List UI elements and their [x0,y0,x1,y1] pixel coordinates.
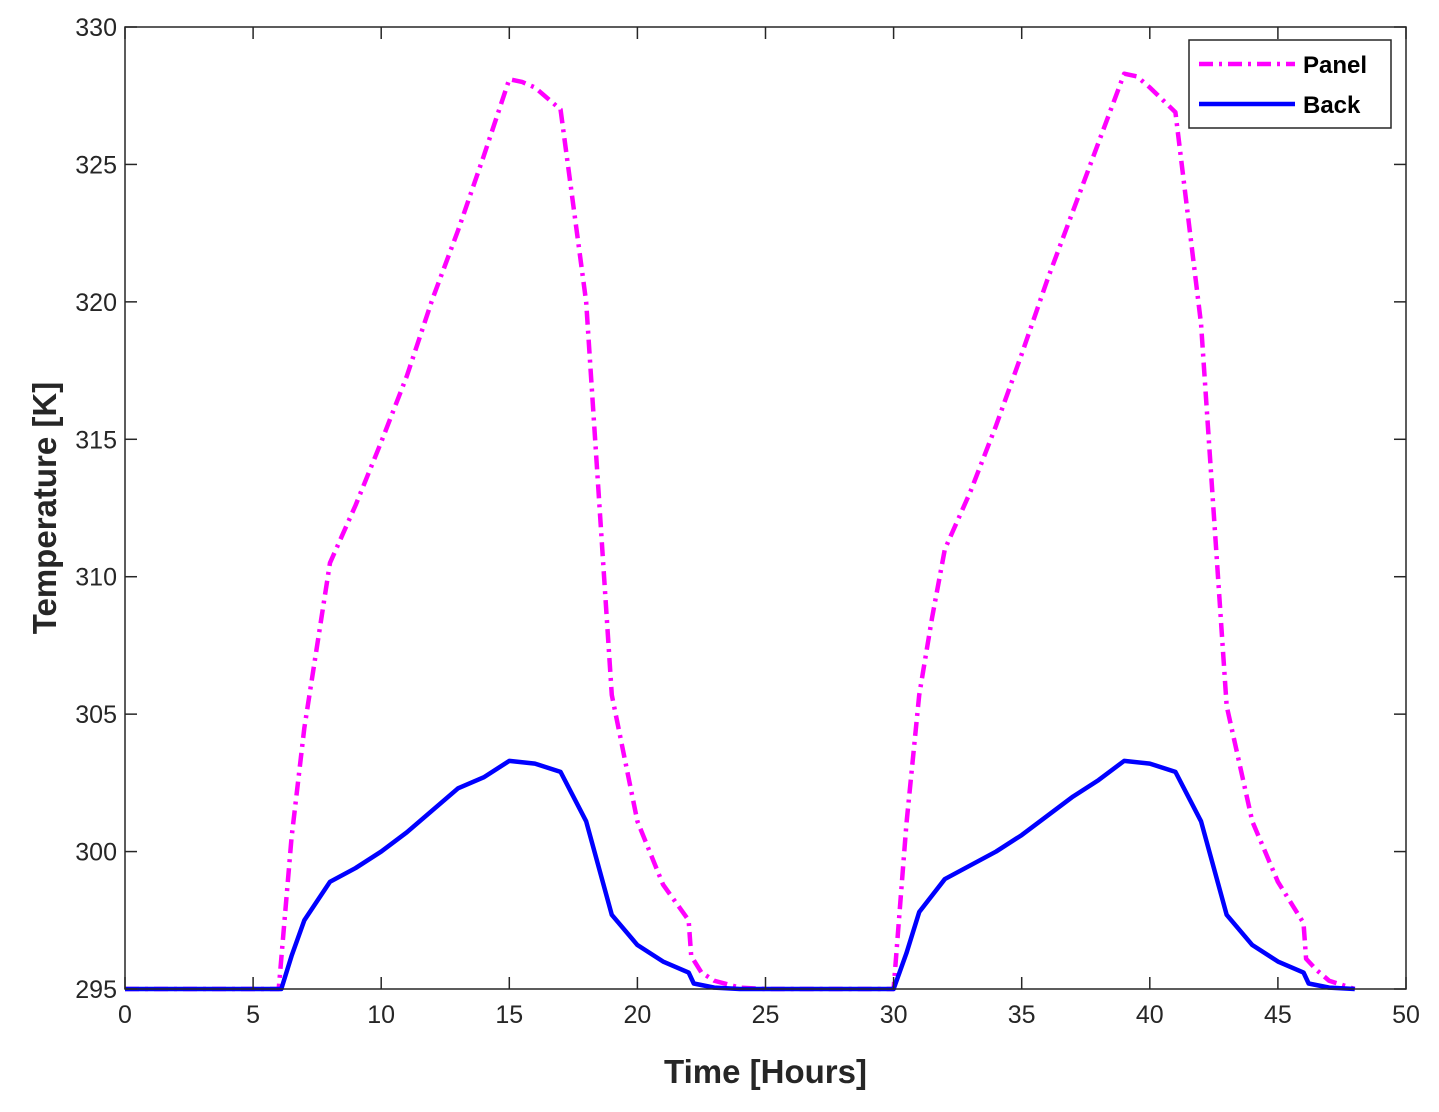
legend-label-back: Back [1303,92,1361,119]
y-tick-label: 295 [75,976,117,1004]
x-tick-label: 40 [1136,1001,1164,1029]
y-tick-label: 315 [75,426,117,454]
plot-frame [124,26,1407,990]
legend-label-panel: Panel [1303,52,1367,79]
y-axis-label: Temperature [K] [26,382,63,634]
x-tick-label: 30 [880,1001,908,1029]
x-tick-label: 50 [1392,1001,1420,1029]
x-tick-label: 0 [118,1001,132,1029]
y-tick-label: 300 [75,839,117,867]
x-tick-label: 25 [752,1001,780,1029]
y-tick-label: 330 [75,14,117,42]
plot-area [125,27,1406,989]
y-tick-label: 320 [75,289,117,317]
x-tick-label: 35 [1008,1001,1036,1029]
x-tick-label: 5 [246,1001,260,1029]
x-tick-label: 20 [623,1001,651,1029]
y-tick-label: 325 [75,151,117,179]
x-tick-label: 45 [1264,1001,1292,1029]
y-tick-label: 310 [75,564,117,592]
legend: Panel Back [1188,39,1392,129]
x-tick-label: 15 [495,1001,523,1029]
ticks-layer: 0 5 10 15 20 25 30 35 40 45 50 295 300 305 310 315 320 32… [75,14,1420,1029]
x-axis-label: Time [Hours] [664,1053,867,1090]
x-tick-label: 10 [367,1001,395,1029]
y-tick-label: 305 [75,701,117,729]
legend-box [1188,39,1392,129]
